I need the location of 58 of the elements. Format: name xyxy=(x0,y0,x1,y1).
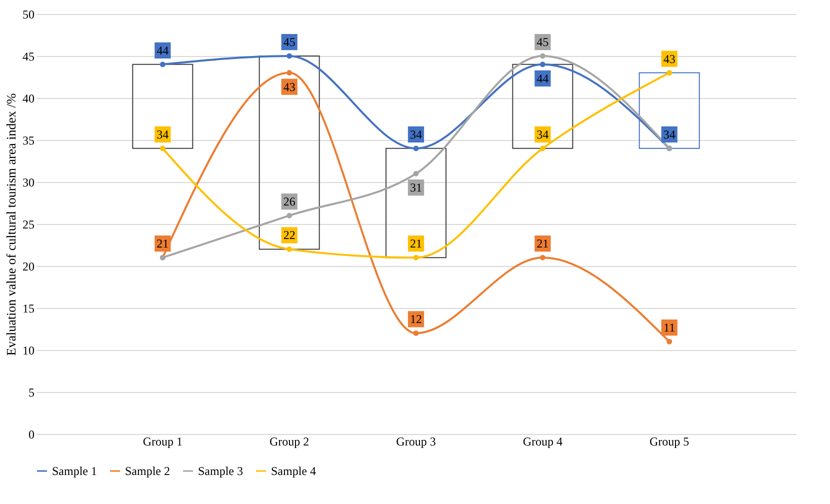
point xyxy=(160,146,166,152)
data-label: 12 xyxy=(410,312,422,326)
point xyxy=(413,170,419,176)
point xyxy=(160,62,166,68)
point xyxy=(286,212,292,218)
point xyxy=(286,246,292,252)
data-label: 44 xyxy=(156,43,169,58)
x-tick-label: Group 3 xyxy=(396,434,436,448)
x-tick-label: Group 2 xyxy=(269,434,310,448)
data-label: 34 xyxy=(536,127,549,142)
data-label: 34 xyxy=(410,127,422,142)
data-label: 45 xyxy=(536,35,549,49)
data-label: 45 xyxy=(283,35,296,49)
point xyxy=(413,146,419,152)
legend-label: Sample 3 xyxy=(198,464,243,478)
point xyxy=(666,70,672,76)
data-label: 31 xyxy=(410,180,422,195)
y-tick-label: 45 xyxy=(22,50,34,64)
y-tick-label: 5 xyxy=(28,386,34,400)
x-tick-label: Group 4 xyxy=(522,434,563,448)
y-tick-label: 10 xyxy=(22,344,34,358)
x-tick-label: Group 5 xyxy=(649,434,690,448)
point xyxy=(666,338,672,344)
point xyxy=(413,254,419,260)
y-tick-label: 25 xyxy=(22,218,34,232)
bar xyxy=(512,64,574,149)
y-tick-label: 40 xyxy=(22,92,34,106)
point xyxy=(540,62,546,68)
y-axis-title: Evaluation value of cultural tourism area index /% xyxy=(4,93,18,356)
bar xyxy=(132,64,194,149)
legend-label: Sample 1 xyxy=(52,464,97,478)
legend-label: Sample 4 xyxy=(271,464,316,478)
x-tick-label: Group 1 xyxy=(142,434,183,448)
bar xyxy=(258,56,320,250)
data-label: 43 xyxy=(663,52,676,66)
y-tick-label: 0 xyxy=(28,428,34,442)
data-label: 22 xyxy=(283,228,296,242)
point xyxy=(286,70,292,76)
y-tick-label: 15 xyxy=(22,302,34,316)
data-label: 44 xyxy=(536,71,549,86)
y-tick-label: 20 xyxy=(22,260,34,274)
legend-label: Sample 2 xyxy=(125,464,170,478)
point xyxy=(540,254,546,260)
data-label: 21 xyxy=(536,236,549,251)
y-tick-label: 35 xyxy=(22,134,34,148)
point xyxy=(540,146,546,152)
y-tick-label: 30 xyxy=(22,176,34,190)
data-label: 21 xyxy=(410,236,422,251)
point xyxy=(413,330,419,336)
data-label: 11 xyxy=(664,320,676,335)
point xyxy=(286,53,292,59)
point xyxy=(540,53,546,59)
data-label: 43 xyxy=(283,80,296,94)
data-label: 34 xyxy=(663,127,676,142)
data-label: 21 xyxy=(156,236,169,251)
data-label: 34 xyxy=(156,127,169,142)
y-tick-label: 50 xyxy=(22,8,34,22)
data-label: 26 xyxy=(283,194,296,209)
